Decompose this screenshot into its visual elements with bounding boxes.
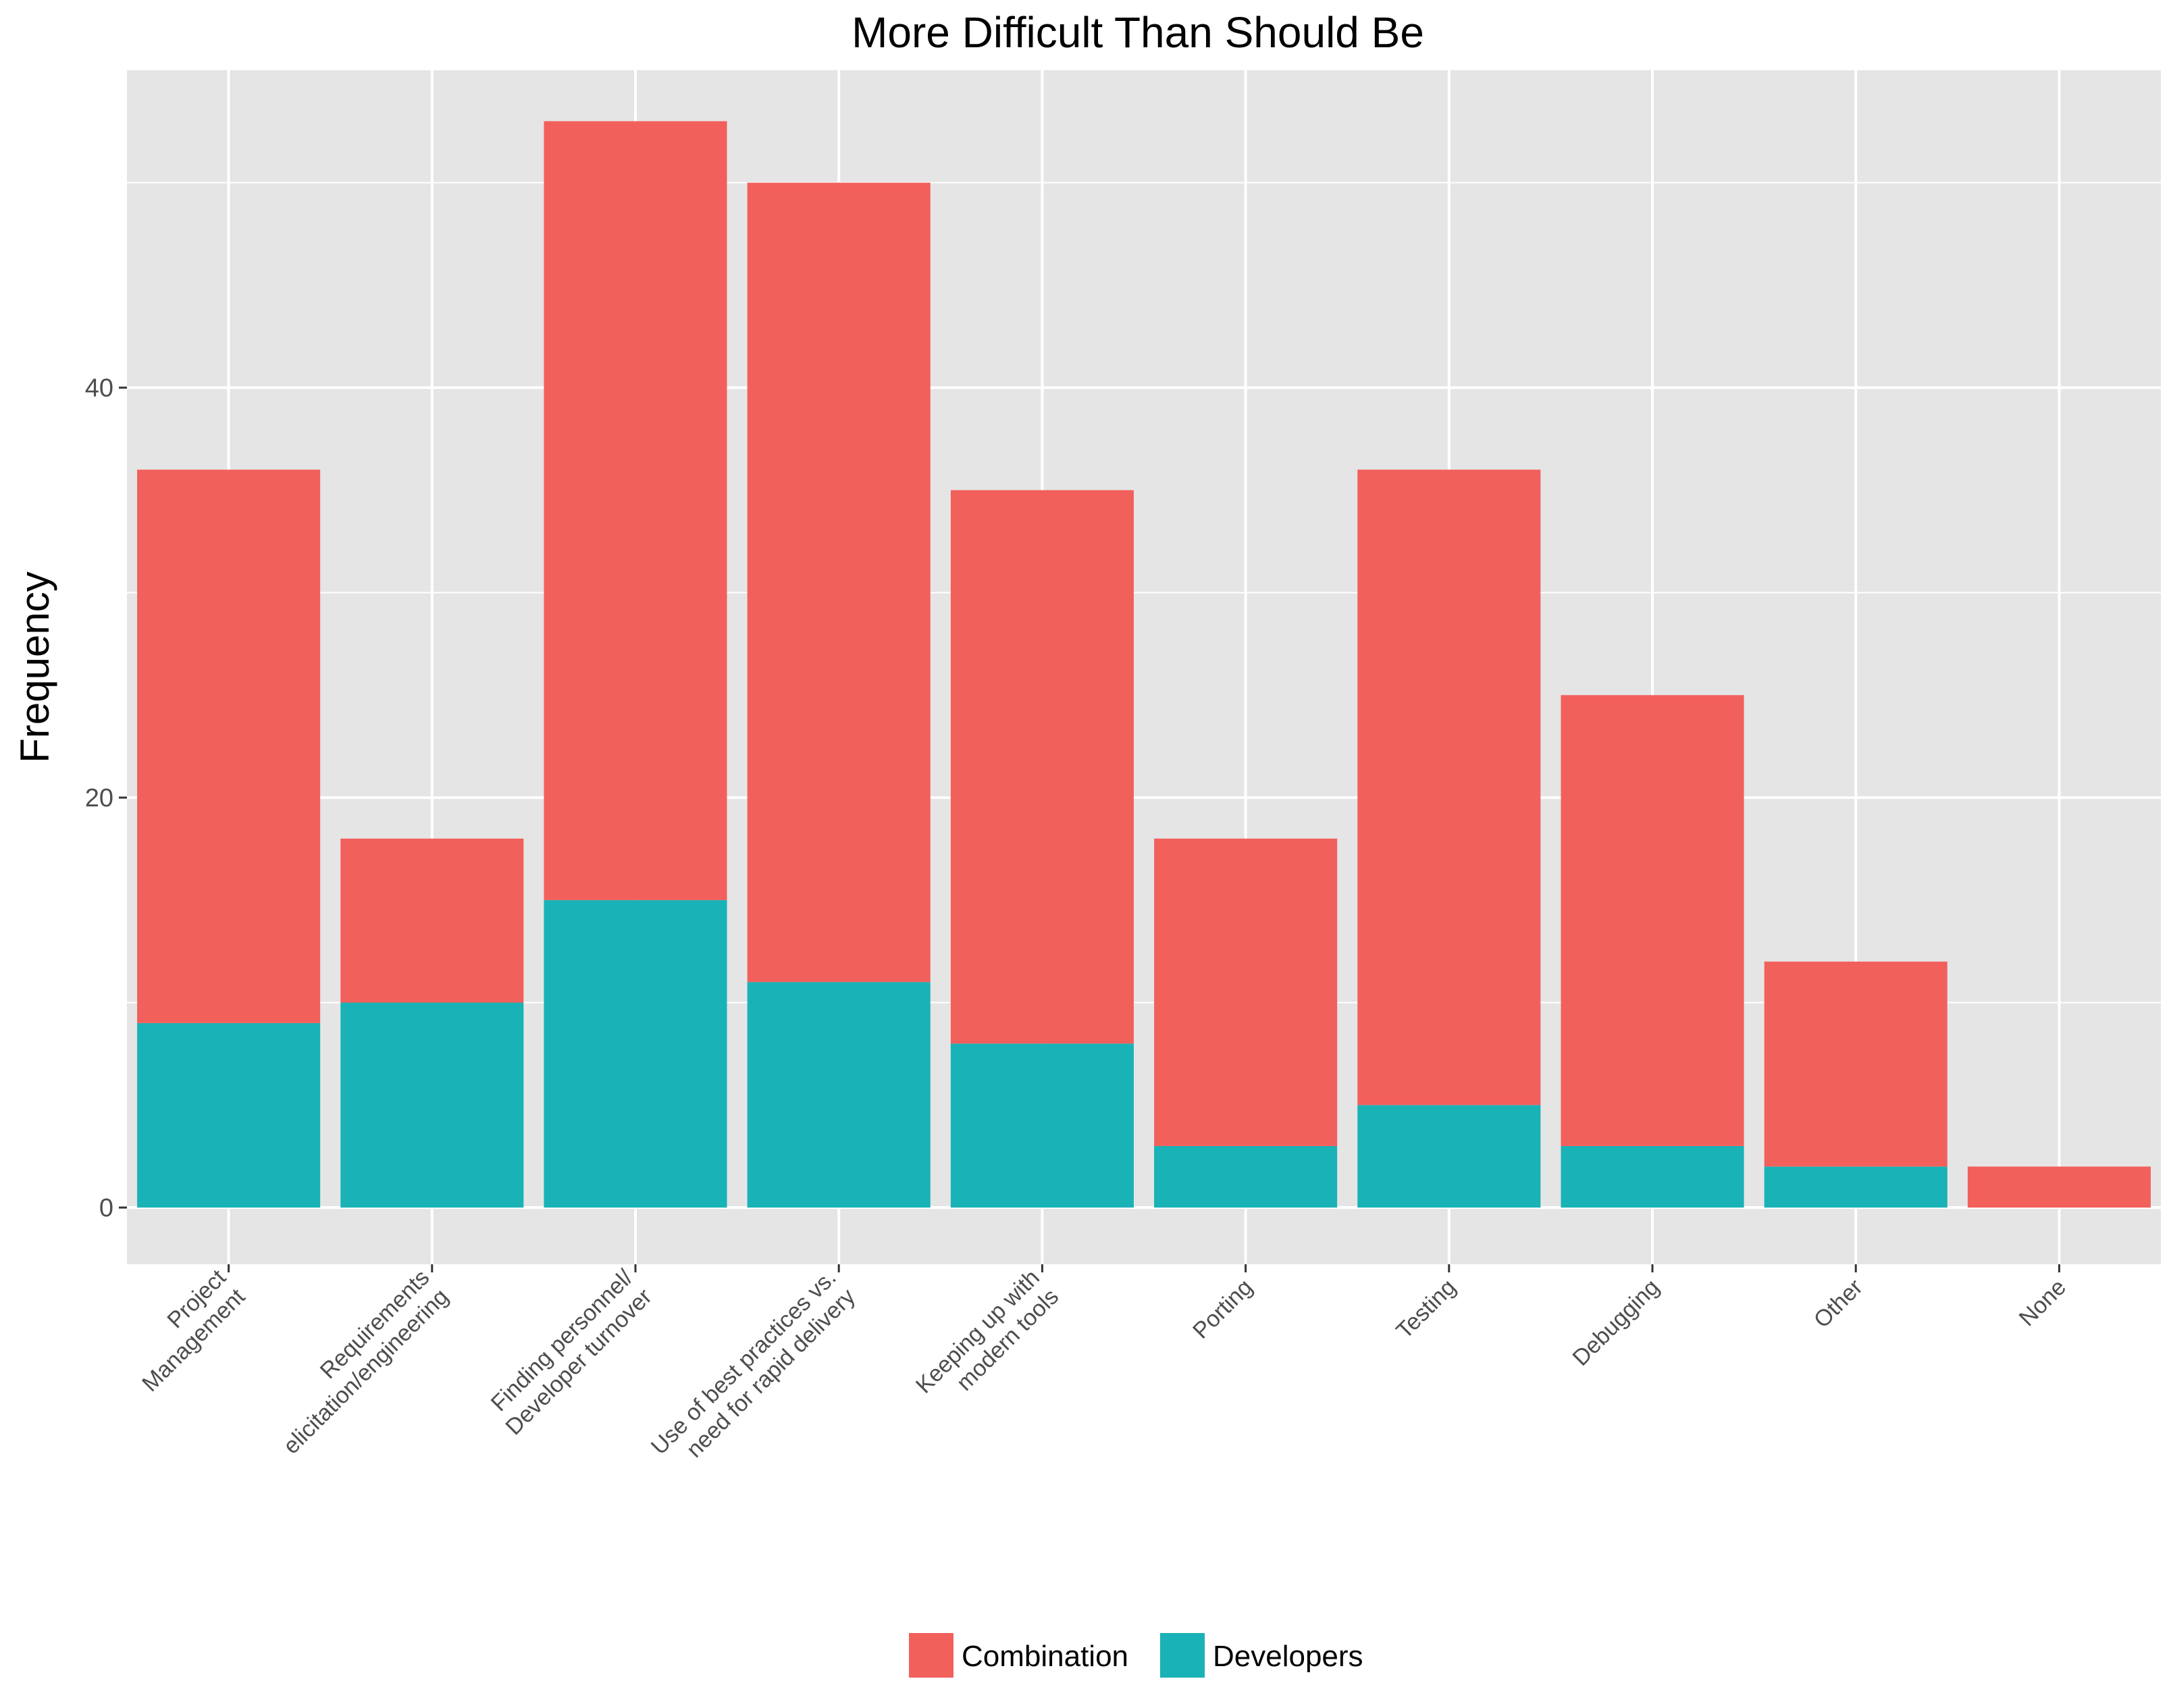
x-tick-label-line: need for rapid delivery [681, 1284, 860, 1463]
bar-developers [137, 1023, 321, 1208]
x-tick-label: None [2014, 1274, 2071, 1331]
x-tick-label-line: Testing [1391, 1274, 1461, 1344]
bar-combination [1764, 961, 1948, 1167]
x-tick-label: Finding personnel/Developer turnover [481, 1264, 657, 1440]
bar-developers [340, 1002, 524, 1208]
bar-developers [1764, 1166, 1948, 1208]
bar-developers [950, 1043, 1134, 1208]
bar-developers [747, 982, 931, 1208]
bar-combination [340, 838, 524, 1003]
bar-developers [544, 900, 727, 1208]
legend-label-combination: Combination [962, 1640, 1128, 1673]
x-tick-label-line: elicitation/engineering [278, 1284, 453, 1459]
x-tick-label: Requirementselicitation/engineering [259, 1265, 454, 1459]
x-tick-label: Porting [1188, 1274, 1257, 1344]
y-tick-label: 40 [85, 374, 113, 403]
x-tick-label: ProjectManagement [118, 1264, 251, 1397]
bars-layer [137, 121, 2151, 1208]
x-tick-label-line: Use of best practices vs. [646, 1265, 841, 1460]
x-tick-label-line: Debugging [1567, 1274, 1664, 1371]
bar-combination [950, 490, 1134, 1044]
bar-developers [1154, 1145, 1338, 1208]
bar-combination [544, 121, 727, 900]
legend-swatch-developers [1160, 1633, 1205, 1678]
bar-combination [137, 469, 321, 1023]
legend: Combination Developers [909, 1633, 1363, 1678]
x-tick-label: Testing [1391, 1274, 1461, 1344]
legend-swatch-combination [909, 1633, 953, 1678]
chart-title: More Difficult Than Should Be [852, 8, 1424, 57]
x-tick-label-line: None [2014, 1274, 2071, 1331]
x-tick-label: Debugging [1567, 1274, 1664, 1371]
y-tick-label: 20 [85, 784, 113, 812]
x-tick-label: Keeping up withmodern tools [911, 1265, 1064, 1418]
x-tick-label-line: Porting [1188, 1274, 1257, 1344]
bar-combination [1154, 838, 1338, 1146]
legend-label-developers: Developers [1213, 1640, 1363, 1673]
x-axis: ProjectManagement Requirementselicitation… [118, 1264, 2071, 1479]
bar-developers [1561, 1145, 1744, 1208]
x-tick-label: Other [1809, 1274, 1868, 1333]
bar-developers [1357, 1105, 1541, 1208]
x-tick-label-line: Other [1809, 1274, 1868, 1333]
bar-combination [747, 182, 931, 983]
y-axis-title: Frequency [12, 571, 57, 762]
x-tick-label: Use of best practices vs.need for rapid … [646, 1265, 860, 1479]
y-tick-label: 0 [99, 1194, 113, 1222]
y-axis: 0 20 40 [85, 374, 127, 1222]
bar-combination [1357, 469, 1541, 1106]
bar-combination [1561, 695, 1744, 1146]
bar-combination [1967, 1166, 2151, 1208]
